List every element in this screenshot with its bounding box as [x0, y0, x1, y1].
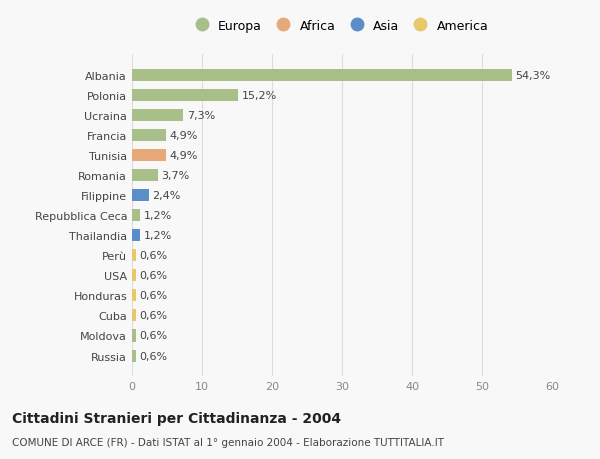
Bar [132, 210, 140, 222]
Bar [132, 230, 140, 242]
Bar [132, 270, 136, 282]
Text: 7,3%: 7,3% [187, 111, 215, 121]
Text: 0,6%: 0,6% [140, 291, 168, 301]
Bar [132, 290, 136, 302]
Bar [132, 190, 149, 202]
Text: 1,2%: 1,2% [144, 211, 172, 221]
Text: 54,3%: 54,3% [515, 71, 551, 81]
Bar [132, 250, 136, 262]
Bar [132, 170, 158, 182]
Bar [132, 330, 136, 342]
Text: 4,9%: 4,9% [170, 131, 198, 141]
Text: 15,2%: 15,2% [242, 91, 277, 101]
Text: 4,9%: 4,9% [170, 151, 198, 161]
Text: 0,6%: 0,6% [140, 271, 168, 281]
Text: 2,4%: 2,4% [152, 191, 181, 201]
Legend: Europa, Africa, Asia, America: Europa, Africa, Asia, America [196, 20, 488, 33]
Text: 0,6%: 0,6% [140, 331, 168, 341]
Bar [132, 110, 183, 122]
Bar [132, 150, 166, 162]
Bar [132, 90, 238, 102]
Bar [132, 130, 166, 142]
Text: 1,2%: 1,2% [144, 231, 172, 241]
Text: 3,7%: 3,7% [161, 171, 190, 181]
Bar [132, 350, 136, 362]
Text: Cittadini Stranieri per Cittadinanza - 2004: Cittadini Stranieri per Cittadinanza - 2… [12, 411, 341, 425]
Text: 0,6%: 0,6% [140, 251, 168, 261]
Bar [132, 70, 512, 82]
Text: 0,6%: 0,6% [140, 351, 168, 361]
Bar [132, 310, 136, 322]
Text: 0,6%: 0,6% [140, 311, 168, 321]
Text: COMUNE DI ARCE (FR) - Dati ISTAT al 1° gennaio 2004 - Elaborazione TUTTITALIA.IT: COMUNE DI ARCE (FR) - Dati ISTAT al 1° g… [12, 437, 444, 447]
